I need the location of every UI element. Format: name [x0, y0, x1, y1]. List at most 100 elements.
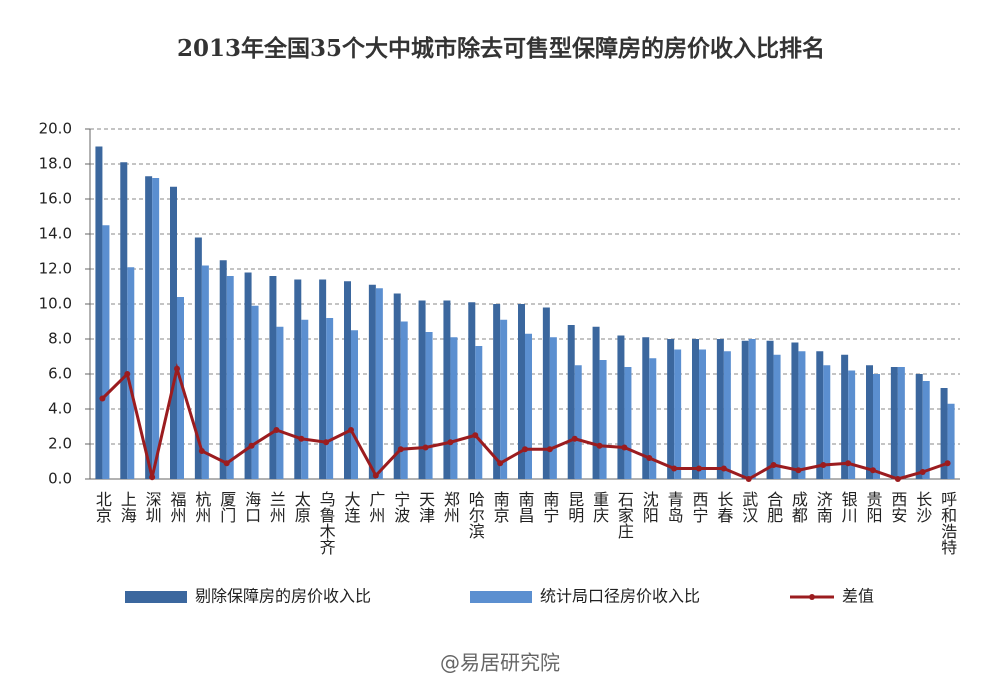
bar	[699, 349, 706, 479]
point	[571, 435, 578, 442]
x-tick-label: 青岛	[665, 491, 684, 524]
bar	[400, 321, 408, 479]
bar	[127, 267, 135, 479]
bar	[418, 300, 426, 479]
bar	[841, 354, 849, 479]
bar	[798, 351, 806, 479]
x-tick-label: 贵阳	[864, 491, 883, 523]
bar	[276, 326, 284, 479]
x-tick-label: 西安	[888, 491, 907, 523]
bar	[294, 279, 302, 479]
bar	[326, 318, 334, 479]
bar	[897, 367, 905, 479]
point	[198, 448, 205, 454]
legend-label: 统计局口径房价收入比	[540, 587, 700, 606]
y-tick-label: 12.0	[39, 260, 72, 278]
point	[422, 444, 429, 451]
bar	[301, 319, 309, 479]
point	[845, 460, 852, 467]
x-tick-label: 太原	[292, 491, 311, 523]
source: @易居研究院	[440, 651, 560, 675]
bar	[922, 381, 930, 479]
x-tick-label: 天津	[416, 491, 435, 523]
y-tick-label: 6.0	[48, 365, 72, 383]
bar	[716, 339, 724, 479]
x-tick-label: 北京	[93, 491, 112, 524]
bar	[393, 293, 401, 479]
bar	[866, 365, 873, 479]
bar	[890, 367, 898, 479]
x-tick-label: 兰州	[267, 491, 286, 523]
point	[223, 460, 230, 467]
x-tick-label: 乌鲁木齐	[317, 491, 336, 555]
x-tick-label: 济南	[814, 491, 833, 523]
x-tick-label: 成都	[789, 491, 808, 523]
x-tick-label: 哈尔滨	[466, 491, 485, 539]
bar	[344, 281, 351, 479]
bar	[351, 330, 358, 479]
bar	[617, 335, 625, 479]
bar	[319, 279, 327, 479]
bar	[642, 337, 650, 479]
point	[795, 467, 802, 474]
x-tick-label: 呼和浩特	[938, 491, 957, 555]
bar	[723, 351, 731, 479]
legend-label: 剔除保障房的房价收入比	[195, 587, 371, 606]
x-tick-label: 上海	[118, 491, 137, 523]
x-tick-label: 南京	[491, 491, 510, 524]
x-tick-label: 沈阳	[640, 491, 659, 523]
x-tick-label: 厦门	[217, 491, 236, 524]
bar	[940, 388, 948, 479]
bar	[500, 319, 508, 479]
bar	[816, 351, 824, 479]
bar	[766, 340, 774, 479]
bar	[549, 337, 557, 479]
y-tick-label: 14.0	[39, 225, 72, 243]
point	[720, 465, 727, 472]
x-tick-label: 杭州	[192, 491, 211, 523]
bar	[375, 288, 383, 479]
bar	[773, 354, 781, 479]
legend-swatch	[125, 591, 187, 603]
point	[248, 442, 255, 449]
point	[397, 446, 404, 453]
bar	[95, 146, 103, 479]
y-tick-label: 18.0	[39, 155, 72, 173]
bar	[567, 325, 575, 479]
x-tick-label: 重庆	[590, 491, 609, 523]
bar	[947, 403, 955, 479]
x-tick-label: 南宁	[540, 491, 559, 523]
x-tick-label: 南昌	[516, 491, 535, 523]
bar	[201, 265, 209, 479]
bar	[251, 305, 259, 479]
x-tick-label: 合肥	[764, 491, 783, 524]
bar	[873, 374, 880, 479]
point	[944, 460, 951, 467]
x-tick-label: 郑州	[441, 491, 460, 523]
point	[447, 439, 454, 446]
point	[99, 395, 106, 402]
bar	[152, 178, 160, 479]
bar	[493, 304, 501, 479]
chart-title: 2013年全国35个大中城市除去可售型保障房的房价收入比排名	[177, 35, 825, 62]
x-tick-label: 银川	[839, 491, 858, 523]
x-tick-label: 西宁	[690, 491, 709, 523]
point	[372, 472, 379, 479]
bar	[475, 346, 483, 479]
x-tick-label: 深圳	[143, 491, 162, 523]
bar	[599, 360, 607, 479]
bar	[741, 340, 749, 479]
bar	[120, 162, 128, 479]
point	[820, 462, 827, 468]
x-tick-label: 武汉	[739, 491, 758, 523]
y-tick-label: 0.0	[48, 470, 72, 488]
x-tick-label: 大连	[342, 491, 361, 523]
point	[596, 442, 603, 449]
bar	[848, 370, 856, 479]
bar	[443, 300, 451, 479]
point	[174, 365, 180, 372]
point	[770, 462, 777, 468]
bar	[748, 339, 756, 479]
x-tick-label: 长沙	[913, 491, 932, 523]
